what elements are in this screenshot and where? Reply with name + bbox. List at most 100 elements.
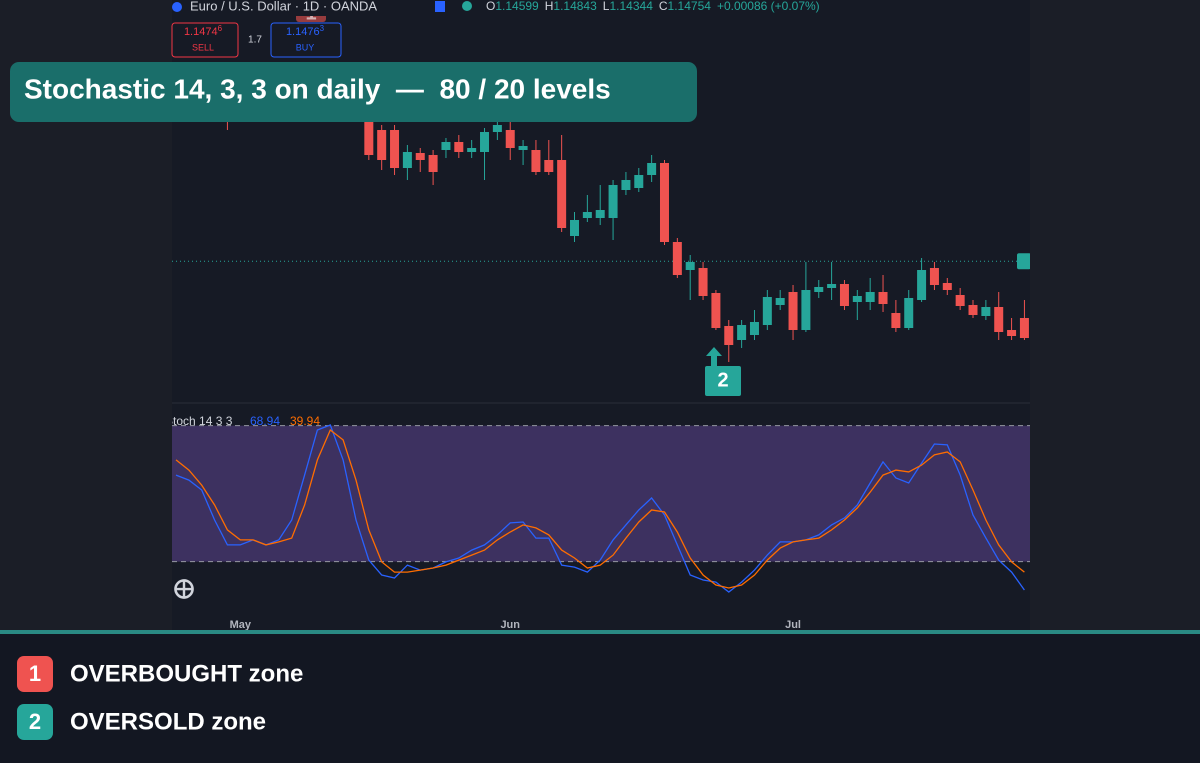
watermark: ⨁	[174, 577, 194, 599]
candle-body	[929, 268, 939, 285]
candle-body	[570, 220, 580, 236]
sell-label: SELL	[192, 42, 214, 52]
legend-badge	[17, 704, 53, 740]
symbol-title: Euro / U.S. Dollar · 1D · OANDA	[190, 0, 377, 13]
candle-body	[839, 284, 849, 306]
candle-body	[801, 290, 811, 330]
indicator-readout: 39.94	[290, 414, 320, 428]
candle-body	[1019, 318, 1029, 338]
ohlc-value: 1.14344	[609, 0, 653, 13]
candle-body	[711, 293, 721, 328]
indicator-readout: 68.94	[250, 414, 280, 428]
divider	[0, 630, 1200, 634]
candle-body	[492, 125, 502, 132]
candle-body	[364, 122, 374, 155]
candle-body	[814, 287, 824, 292]
banner	[10, 62, 697, 122]
buy-button[interactable]	[270, 22, 342, 58]
ohlc-value: 1.14599	[495, 0, 539, 13]
candle-body	[505, 130, 515, 148]
candle-body	[981, 307, 991, 316]
legend-number: 2	[29, 709, 41, 734]
ohlc-value: 1.14754	[668, 0, 712, 13]
candle-body	[531, 150, 541, 172]
candle-body	[1007, 330, 1017, 336]
candle-body	[878, 292, 888, 304]
candle-body	[428, 155, 438, 172]
candle-body	[749, 322, 759, 335]
candle-body	[788, 292, 798, 330]
candle-body	[968, 305, 978, 315]
candle-body	[415, 153, 425, 160]
candle-body	[659, 163, 669, 242]
candle-body	[891, 313, 901, 328]
badge-arrow	[706, 347, 722, 366]
candle-body	[827, 284, 837, 288]
spread: 1.7	[248, 35, 262, 46]
stoch-line	[175, 428, 1025, 589]
candle-body	[942, 283, 952, 290]
candle-body	[557, 160, 567, 228]
legend-badge	[17, 656, 53, 692]
candle-body	[634, 175, 644, 188]
stoch-line	[175, 424, 1025, 593]
candle-body	[480, 132, 490, 152]
buy-label: BUY	[296, 42, 315, 52]
badge-number: 2	[717, 369, 728, 391]
level-band	[172, 425, 1030, 562]
candle-body	[762, 297, 772, 325]
candle-body	[685, 262, 695, 270]
badge-bg	[705, 366, 741, 396]
legend-label: OVERBOUGHT zone	[70, 660, 303, 687]
candle-body	[647, 163, 657, 175]
candle-body	[377, 130, 387, 160]
ohlc-change: +0.00086 (+0.07%)	[717, 0, 820, 13]
ohlc-key: L	[603, 0, 610, 13]
candle-body	[441, 142, 451, 150]
candle-body	[467, 148, 477, 152]
candle-body	[865, 292, 875, 302]
candle-body	[994, 307, 1004, 332]
legend-number: 1	[29, 661, 41, 686]
candle-body	[852, 296, 862, 302]
candle-body	[608, 185, 618, 218]
legend-label: OVERSOLD zone	[70, 708, 266, 735]
buy-price: 1.14763	[286, 24, 325, 38]
status-dot	[462, 1, 472, 11]
candle-body	[390, 130, 400, 168]
candle-body	[917, 270, 927, 300]
legend-area	[0, 632, 1200, 763]
sell-price: 1.14746	[184, 24, 223, 38]
stoch-panel: Stoch 14 3 3 68.94 39.94	[165, 414, 1030, 593]
candle-body	[544, 160, 554, 172]
flag-icon	[435, 1, 445, 12]
x-tick-label: Jun	[500, 619, 520, 631]
ohlc-key: O	[486, 0, 495, 13]
header-bg	[172, 0, 872, 16]
candle-body	[672, 242, 682, 275]
candle-body	[955, 295, 965, 306]
candle-body	[518, 146, 528, 150]
symbol-icon	[172, 2, 182, 12]
ohlc-key: C	[659, 0, 668, 13]
sell-button[interactable]	[171, 22, 239, 58]
candle-body	[737, 325, 747, 340]
time-axis: May Jun Jul	[230, 619, 801, 631]
banner-text: Stochastic 14, 3, 3 on daily — 80 / 20 l…	[24, 73, 611, 104]
x-tick-label: Jul	[785, 619, 801, 631]
candle-body	[621, 180, 631, 190]
candle-body	[904, 298, 914, 328]
candle-body	[582, 212, 592, 218]
candle-body	[595, 210, 605, 218]
ohlc: O1.14599 H1.14843 L1.14344 C1.14754 +0.00086…	[486, 0, 820, 13]
legend: 1 OVERBOUGHT zone 2 OVERSOLD zone	[17, 656, 303, 740]
candle-body	[402, 152, 412, 168]
ohlc-key: H	[545, 0, 554, 13]
ohlc-value: 1.14843	[553, 0, 597, 13]
indicator-title: Stoch 14 3 3	[165, 414, 233, 428]
candle-body	[698, 268, 708, 296]
x-tick-label: May	[230, 619, 252, 631]
candle-body	[454, 142, 464, 152]
